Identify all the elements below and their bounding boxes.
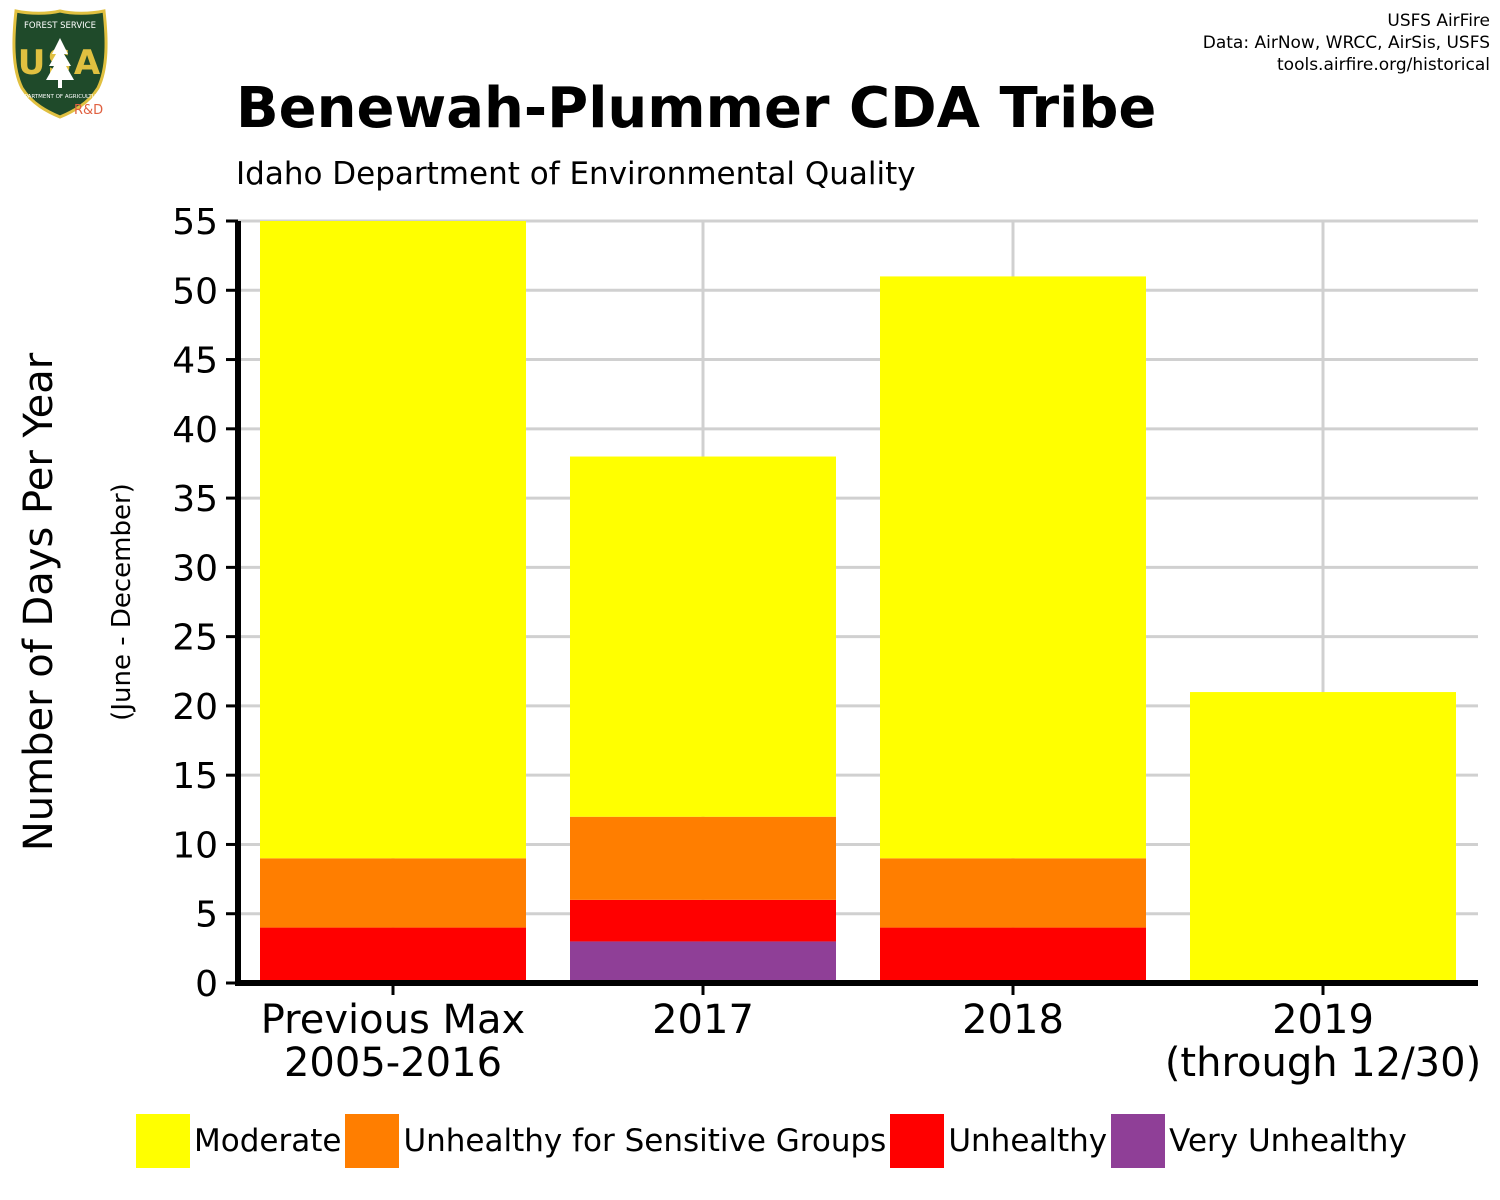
- bar-segment-moderate: [570, 456, 836, 817]
- credit-line: USFS AirFire: [1387, 11, 1490, 31]
- chart-title: Benewah-Plummer CDA Tribe: [236, 76, 1157, 141]
- logo-badge: R&D: [74, 103, 103, 118]
- legend-label: Moderate: [194, 1123, 342, 1159]
- legend-swatch: [345, 1114, 400, 1168]
- y-axis-sublabel: (June - December): [107, 483, 137, 721]
- bar-chart: 0 5 10 15 20 25 30 35 40 45 50 55 Previous Max 2005-2…: [16, 202, 1481, 1086]
- x-tick-label: 2019 (through 12/30): [1165, 997, 1481, 1086]
- y-tick-label: 55: [172, 202, 218, 243]
- legend-item-usg: Unhealthy for Sensitive Groups: [345, 1114, 886, 1168]
- bar-segment-unhealthy-for-sensitive-groups: [880, 858, 1146, 928]
- y-tick-label: 20: [172, 687, 218, 728]
- logo-bottom-text: DEPARTMENT OF AGRICULTURE: [17, 94, 104, 100]
- bar-segment-unhealthy: [260, 927, 526, 983]
- bar-segment-very-unhealthy: [570, 941, 836, 983]
- x-tick-label: 2018: [962, 997, 1064, 1043]
- legend-label: Very Unhealthy: [1169, 1123, 1407, 1159]
- y-tick-label: 45: [172, 341, 218, 382]
- bar-segment-moderate: [880, 276, 1146, 859]
- y-tick-label: 5: [195, 895, 218, 936]
- bar-segment-unhealthy-for-sensitive-groups: [260, 858, 526, 928]
- bars: [260, 221, 1456, 983]
- y-tick-label: 25: [172, 618, 218, 659]
- y-tick-label: 35: [172, 479, 218, 520]
- usfs-logo: FOREST SERVICE USA DEPARTMENT OF AGRICUL…: [12, 9, 108, 119]
- legend-item-very-unhealthy: Very Unhealthy: [1111, 1114, 1407, 1168]
- y-axis-label: Number of Days Per Year: [16, 352, 62, 851]
- chart-subtitle: Idaho Department of Environmental Qualit…: [236, 156, 916, 192]
- bar-segment-unhealthy-for-sensitive-groups: [570, 816, 836, 900]
- bar-segment-unhealthy: [570, 899, 836, 942]
- legend-swatch: [1111, 1114, 1166, 1168]
- credit-line: tools.airfire.org/historical: [1277, 55, 1490, 75]
- legend-swatch: [136, 1114, 190, 1168]
- y-tick-label: 10: [172, 825, 218, 866]
- legend-item-moderate: Moderate: [136, 1114, 341, 1168]
- bar-segment-moderate: [260, 221, 526, 859]
- credits: USFS AirFire Data: AirNow, WRCC, AirSis,…: [1203, 10, 1490, 76]
- y-tick-label: 30: [172, 548, 218, 589]
- y-tick-label: 50: [172, 271, 218, 312]
- legend-label: Unhealthy for Sensitive Groups: [403, 1123, 887, 1159]
- bar-segment-unhealthy: [880, 927, 1146, 983]
- legend-swatch: [890, 1114, 945, 1168]
- y-tick-label: 15: [172, 756, 218, 797]
- x-tick-label: 2017: [652, 997, 754, 1043]
- axes: 0 5 10 15 20 25 30 35 40 45 50 55 Previous Max 2005-2…: [172, 202, 1481, 1086]
- tree-icon: [46, 38, 74, 88]
- y-tick-label: 0: [195, 964, 218, 1005]
- bar-segment-moderate: [1190, 692, 1456, 983]
- x-tick-label: Previous Max 2005-2016: [261, 997, 525, 1086]
- legend: Moderate Unhealthy for Sensitive Groups …: [136, 1114, 1411, 1168]
- y-tick-label: 40: [172, 410, 218, 451]
- logo-top-text: FOREST SERVICE: [24, 21, 96, 31]
- legend-item-unhealthy: Unhealthy: [890, 1114, 1107, 1168]
- credit-line: Data: AirNow, WRCC, AirSis, USFS: [1202, 33, 1490, 53]
- legend-label: Unhealthy: [948, 1123, 1108, 1159]
